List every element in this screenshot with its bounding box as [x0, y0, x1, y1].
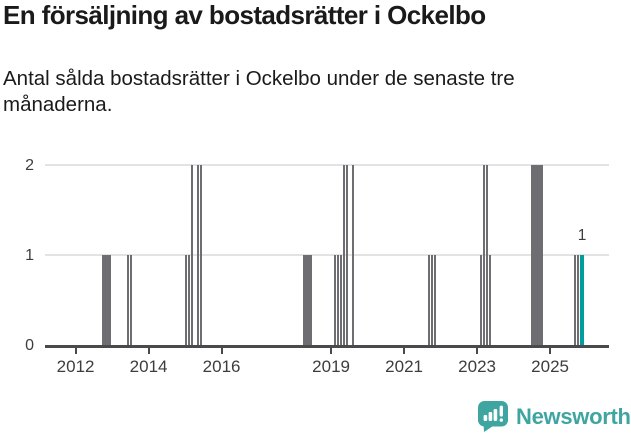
x-tick — [403, 347, 406, 354]
bar — [537, 165, 540, 346]
bar — [336, 255, 339, 346]
chart-subtitle: Antal sålda bostadsrätter i Ockelbo unde… — [3, 67, 515, 116]
y-tick-label: 1 — [25, 246, 34, 264]
x-tick — [74, 347, 77, 354]
x-tick — [330, 347, 333, 354]
bar — [433, 255, 437, 346]
bar — [576, 255, 580, 346]
bar — [342, 165, 346, 346]
x-tick — [220, 347, 223, 354]
x-tick — [147, 347, 150, 354]
bar — [303, 255, 306, 346]
x-tick-label: 2016 — [202, 357, 241, 376]
bar — [430, 255, 434, 346]
newsworthy-chart-bubble-icon — [477, 400, 510, 433]
page-title: En försäljning av bostadsrätter i Ockelb… — [3, 0, 486, 30]
bar — [184, 255, 187, 346]
bar — [187, 255, 190, 346]
bar — [339, 255, 343, 346]
bar — [534, 165, 537, 346]
bar — [102, 255, 105, 346]
x-tick-label: 2014 — [129, 357, 168, 376]
x-tick-label: 2019 — [312, 357, 350, 376]
bar — [488, 255, 492, 346]
y-tick-label: 0 — [25, 336, 34, 354]
bar — [333, 255, 336, 346]
x-tick-label: 2012 — [56, 357, 95, 376]
bar — [196, 165, 200, 346]
bar — [190, 165, 193, 346]
bar — [306, 255, 309, 346]
x-tick — [476, 347, 479, 354]
highlighted-bar — [579, 255, 585, 346]
bar — [485, 165, 489, 346]
y-tick-label: 2 — [25, 156, 34, 174]
gridline — [45, 253, 609, 256]
x-tick — [549, 347, 552, 354]
bar — [309, 255, 312, 346]
bar — [108, 255, 111, 346]
bar — [540, 165, 543, 346]
bar — [479, 255, 482, 346]
x-tick-label: 2025 — [531, 357, 569, 376]
bar — [105, 255, 108, 346]
x-tick-label: 2023 — [458, 357, 496, 376]
bar — [531, 165, 534, 346]
x-tick-label: 2021 — [385, 357, 423, 376]
bar — [199, 165, 203, 346]
gridline — [45, 163, 609, 166]
bar-value-label: 1 — [577, 227, 587, 245]
bar — [345, 165, 349, 346]
bar — [573, 255, 577, 346]
bar — [351, 165, 355, 346]
x-axis-line — [45, 345, 609, 348]
brand-name: Newsworthy — [516, 403, 631, 429]
bar — [482, 165, 485, 346]
bar — [427, 255, 431, 346]
bar — [129, 255, 133, 346]
brand-footer: Newsworthy — [477, 400, 631, 433]
bar — [126, 255, 130, 346]
